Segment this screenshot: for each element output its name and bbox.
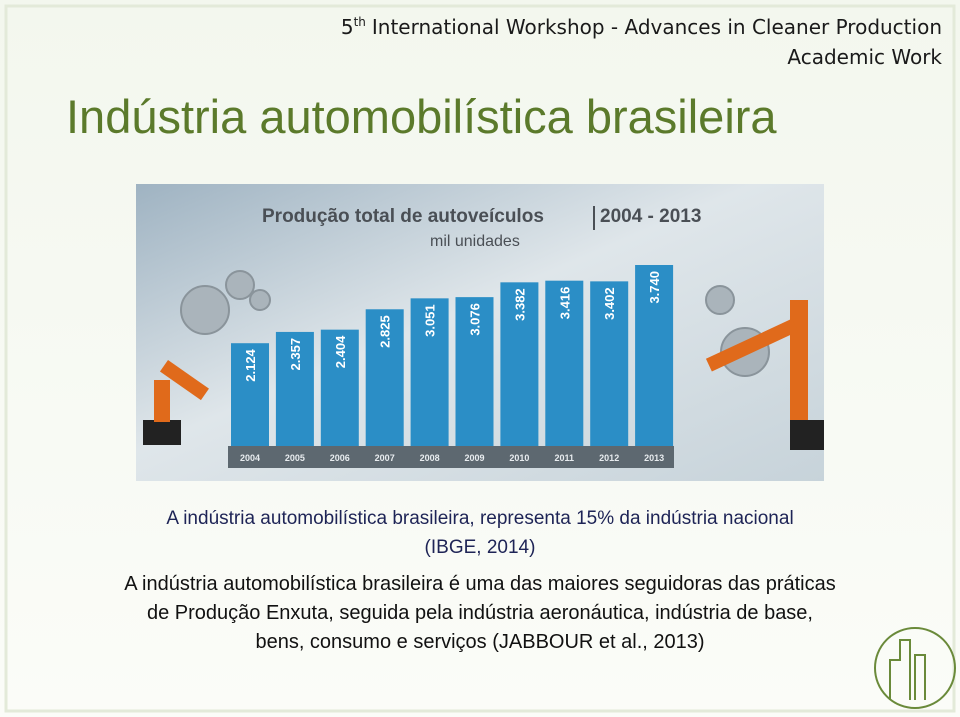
robot-arms [143,300,824,450]
robot-arm [705,318,798,372]
bar [231,343,269,446]
robot-arm [159,359,209,401]
chart-period: 2004 - 2013 [600,206,701,227]
gear [225,270,255,300]
value-label: 3.740 [647,271,662,304]
value-label: 3.382 [512,288,527,321]
x-tick-label: 2007 [375,453,395,463]
header-track: Academic Work [787,45,942,69]
paragraph-line: A indústria automobilística brasileira, … [166,508,793,529]
bar [500,282,539,446]
x-tick-label: 2013 [644,453,664,463]
gear [705,285,735,315]
paragraph-line: bens, consumo e serviços (JABBOUR et al.… [255,631,704,653]
bar [365,309,404,446]
year-strip [228,446,674,468]
bar [590,281,629,446]
value-label: 3.076 [468,303,483,336]
bar [320,329,359,446]
chart-title: Produção total de autoveículos [262,206,544,227]
value-label: 3.051 [423,304,438,337]
logo-city [889,639,926,700]
x-tick-label: 2004 [240,453,260,463]
x-tick-label: 2005 [285,453,305,463]
robot-arm [790,300,808,420]
value-label: 3.416 [557,287,572,320]
bar [635,265,674,446]
paragraph-line: A indústria automobilística brasileira é… [124,573,835,595]
robot-base [143,420,181,445]
robot-arm [154,380,170,422]
paragraph-line: (IBGE, 2014) [425,537,536,558]
gear [180,285,230,335]
value-label: 3.402 [602,287,617,320]
value-label: 2.357 [288,338,303,371]
value-label: 2.404 [333,335,348,368]
header-workshop: 5th International Workshop - Advances in … [341,15,942,39]
bar [275,331,314,446]
chart-subtitle: mil unidades [430,233,520,250]
logo [874,627,956,709]
robot-base [790,420,824,450]
bar [455,297,494,446]
paragraph-line: de Produção Enxuta, seguida pela indústr… [147,602,813,624]
gear [249,289,271,311]
logo-ring [874,627,956,709]
workshop: International Workshop - Advances in Cle… [372,15,942,39]
edition-suffix: th [354,15,366,29]
value-label: 2.124 [243,348,258,381]
x-tick-label: 2008 [420,453,440,463]
bar [545,280,584,446]
slide-title: Indústria automobilística brasileira [66,90,777,143]
x-tick-label: 2009 [464,453,484,463]
x-tick-label: 2011 [555,453,575,463]
x-tick-label: 2006 [330,453,350,463]
x-tick-label: 2012 [599,453,619,463]
bar [410,298,449,446]
value-label: 2.825 [378,315,393,348]
frame [4,4,956,713]
edition: 5 [341,15,354,39]
x-tick-label: 2010 [509,453,529,463]
